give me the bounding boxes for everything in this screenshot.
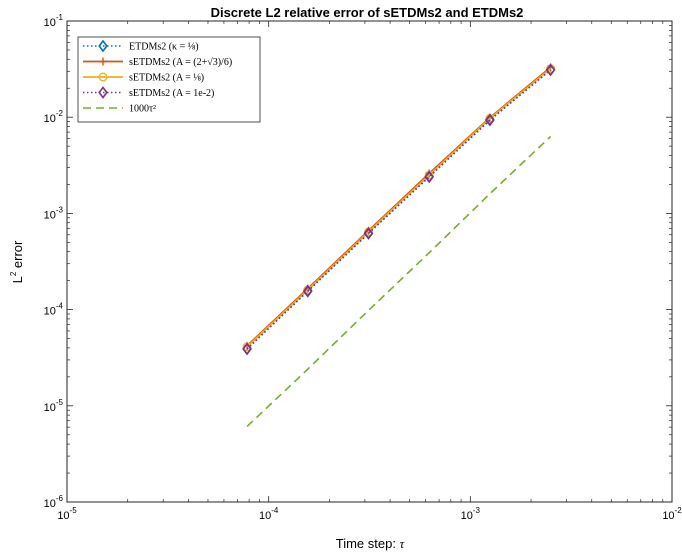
legend-label: sETDMs2 (A = (2+√3)/6) — [129, 57, 232, 68]
x-tick-label-exp: -5 — [70, 506, 78, 515]
x-tick-label-exp: -4 — [271, 506, 279, 515]
data-point-marker — [302, 284, 313, 298]
data-point-marker — [242, 342, 252, 356]
legend-label: 1000τ² — [129, 104, 156, 115]
y-tick-label: 10-1 — [44, 13, 64, 29]
y-tick-label: 10-2 — [44, 109, 64, 125]
series-layer — [242, 63, 556, 428]
legend-label: ETDMs2 (κ = ⅛) — [129, 42, 199, 53]
y-tick-label-base: 10 — [44, 498, 56, 510]
y-tick-label: 10-3 — [44, 205, 64, 221]
series-line — [246, 69, 552, 350]
y-tick-label-exp: -4 — [56, 302, 64, 311]
x-tick-label-base: 10 — [461, 510, 473, 522]
x-tick-label-exp: -2 — [675, 506, 682, 515]
x-tick-label: 10-5 — [57, 506, 77, 522]
legend: ETDMs2 (κ = ⅛) sETDMs2 (A = (2+√3)/6) sETD… — [77, 36, 261, 123]
series-4 — [246, 135, 552, 428]
x-tick-label: 10-3 — [461, 506, 481, 522]
x-axis-label-text: Time step: — [336, 536, 400, 551]
y-tick-label-base: 10 — [44, 17, 56, 29]
legend-marker — [99, 57, 107, 66]
y-axis: 10-610-510-410-310-210-1 — [44, 13, 672, 510]
y-tick-label: 10-6 — [44, 494, 64, 510]
data-point-marker — [424, 170, 434, 184]
x-tick-label-base: 10 — [662, 510, 674, 522]
legend-box — [77, 36, 261, 123]
legend-marker — [98, 39, 108, 53]
legend-label: sETDMs2 (A = 1e-2) — [129, 88, 214, 99]
legend-entry: ETDMs2 (κ = ⅛) — [83, 39, 199, 53]
legend-entry: sETDMs2 (A = 1e-2) — [83, 86, 214, 99]
x-axis-label-symbol: τ — [400, 536, 406, 551]
x-axis-label: Time step: τ — [336, 536, 406, 551]
series-2 — [242, 64, 556, 352]
legend-entry: sETDMs2 (A = ⅛) — [83, 72, 204, 84]
y-tick-label-base: 10 — [44, 113, 56, 125]
x-tick-label: 10-4 — [259, 506, 279, 522]
x-axis: 10-5 10-4 10-3 10-2 — [57, 21, 682, 522]
legend-entry: 1000τ² — [83, 104, 156, 115]
series-3 — [242, 63, 556, 356]
y-tick-label-exp: -6 — [56, 494, 64, 503]
x-tick-label-exp: -3 — [473, 506, 481, 515]
x-tick-label-base: 10 — [259, 510, 271, 522]
series-line — [246, 135, 552, 428]
y-axis-label-exp: 2 — [9, 271, 18, 276]
legend-label: sETDMs2 (A = ⅛) — [129, 73, 204, 84]
series-line — [246, 69, 552, 350]
y-axis-label-rest: error — [10, 240, 25, 272]
y-tick-label-exp: -1 — [56, 13, 64, 22]
y-tick-label-base: 10 — [44, 306, 56, 318]
x-tick-label-base: 10 — [57, 510, 69, 522]
series-line — [246, 67, 552, 348]
y-axis-label-base: L — [10, 276, 25, 283]
y-tick-label-exp: -2 — [56, 109, 64, 118]
chart-title: Discrete L2 relative error of sETDMs2 an… — [211, 5, 524, 20]
x-tick-label: 10-2 — [662, 506, 682, 522]
legend-marker — [98, 86, 108, 99]
y-tick-label-exp: -3 — [56, 205, 64, 214]
legend-entry: sETDMs2 (A = (2+√3)/6) — [83, 57, 232, 68]
series-0 — [242, 63, 556, 356]
data-point-marker — [363, 227, 374, 240]
y-tick-label-base: 10 — [44, 402, 56, 414]
plot-area — [66, 20, 673, 503]
y-tick-label: 10-5 — [44, 398, 64, 414]
data-point-marker — [485, 113, 495, 127]
y-tick-label: 10-4 — [44, 302, 64, 318]
data-point-marker — [545, 63, 556, 77]
y-axis-label: L2 error — [9, 240, 25, 283]
y-tick-label-exp: -5 — [56, 398, 64, 407]
y-tick-label-base: 10 — [44, 209, 56, 221]
legend-marker — [98, 72, 108, 82]
